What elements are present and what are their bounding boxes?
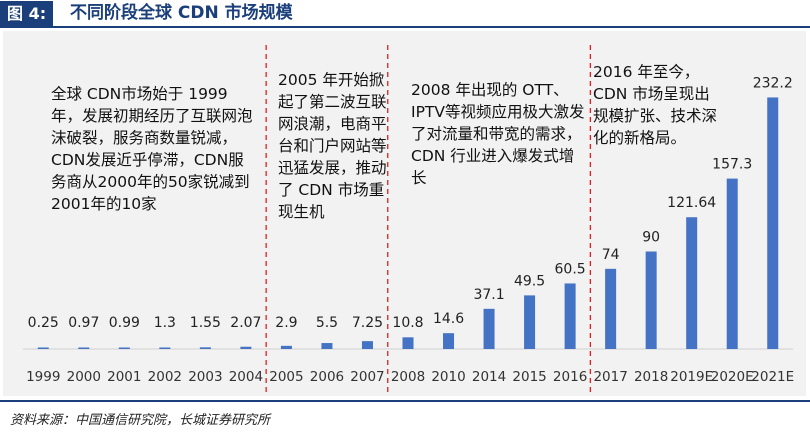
value-label-2020E: 157.3 [712,157,752,173]
bar-2020E [726,178,738,349]
x-tick-2015: 2015 [512,369,546,385]
value-label-2016: 60.5 [555,261,586,277]
bar-2007 [361,341,373,349]
x-tick-2014: 2014 [472,369,506,385]
x-tick-2000: 2000 [67,369,101,385]
bar-2004 [240,346,252,349]
x-tick-2010: 2010 [431,369,465,385]
figure-title: 不同阶段全球 CDN 市场规模 [70,3,293,23]
value-label-2001: 0.99 [109,315,140,331]
x-tick-2019E: 2019E [670,369,713,385]
bar-2014 [483,308,495,349]
era-note-2008-2016: 2008 年出现的 OTT、IPTV等视频应用极大激发了对流量和带宽的需求，CD… [411,81,585,187]
bar-2006 [321,343,333,349]
x-tick-2007: 2007 [350,369,384,385]
bar-2019E [686,217,698,349]
bar-2008 [402,337,414,349]
x-tick-2020E: 2020E [711,369,754,385]
bar-2015 [524,295,536,349]
value-label-2014: 37.1 [473,287,504,303]
value-label-2007: 7.25 [352,315,383,331]
bar-2018 [645,251,657,349]
x-tick-2018: 2018 [634,369,668,385]
bar-2017 [605,268,617,349]
era-note-1999-2004: 全球 CDN市场始于 1999年，发展初期经历了互联网泡沫破裂，服务商数量锐减，… [51,85,253,213]
value-label-1999: 0.25 [28,315,59,331]
bar-2005 [280,345,292,349]
value-label-2010: 14.6 [433,311,464,327]
figure-header: 图 4: 不同阶段全球 CDN 市场规模 [0,0,810,28]
value-label-2000: 0.97 [68,315,99,331]
bar-2003 [199,347,211,349]
value-label-2003: 1.55 [190,315,221,331]
value-label-2019E: 121.64 [667,195,716,211]
era-note-2005-2007: 2005 年开始掀起了第二波互联网浪潮，电商平台和门户网站等迅猛发展，推动了 C… [278,71,387,221]
value-label-2017: 74 [602,247,620,263]
value-label-2005: 2.9 [275,315,297,331]
value-label-2002: 1.3 [154,315,176,331]
figure-footer: 资料来源：中国通信研究院，长城证券研究所 [0,400,810,430]
x-tick-2008: 2008 [391,369,425,385]
bar-2010 [443,333,455,349]
value-label-2006: 5.5 [316,315,338,331]
bar-2001 [118,347,130,349]
value-label-2018: 90 [642,230,660,246]
era-note-2016-now: 2016 年至今，CDN 市场呈现出规模扩张、技术深化的新格局。 [593,63,718,147]
x-tick-2002: 2002 [148,369,182,385]
data-source: 资料来源：中国通信研究院，长城证券研究所 [10,413,271,428]
bar-1999 [37,347,49,349]
x-tick-2017: 2017 [593,369,627,385]
x-tick-2004: 2004 [229,369,263,385]
x-tick-2003: 2003 [188,369,222,385]
x-tick-2001: 2001 [107,369,141,385]
bar-chart: 0.25 1999 0.97 2000 0.99 2001 1.3 2002 1.55 2003 2… [23,45,794,393]
chart-panel: 0.25 1999 0.97 2000 0.99 2001 1.3 2002 1.55 2003 2… [3,31,806,396]
bar-2021E [767,97,779,349]
value-label-2004: 2.07 [230,315,261,331]
x-tick-2006: 2006 [310,369,344,385]
bar-2000 [78,347,90,349]
bar-2016 [564,283,576,349]
x-tick-2016: 2016 [553,369,587,385]
value-label-2015: 49.5 [514,273,545,289]
x-tick-2021E: 2021E [751,369,794,385]
figure-number: 图 4: [0,1,54,26]
value-label-2008: 10.8 [392,315,423,331]
value-label-2021E: 232.2 [753,75,793,91]
x-tick-2005: 2005 [269,369,303,385]
x-tick-1999: 1999 [26,369,60,385]
bar-2002 [159,347,171,349]
